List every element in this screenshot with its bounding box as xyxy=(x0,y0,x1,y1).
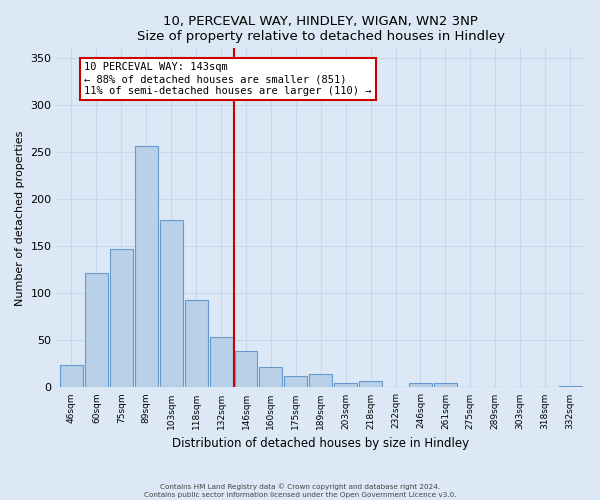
Text: 10 PERCEVAL WAY: 143sqm
← 88% of detached houses are smaller (851)
11% of semi-d: 10 PERCEVAL WAY: 143sqm ← 88% of detache… xyxy=(84,62,371,96)
X-axis label: Distribution of detached houses by size in Hindley: Distribution of detached houses by size … xyxy=(172,437,469,450)
Bar xyxy=(434,382,457,388)
Bar xyxy=(559,386,581,388)
Bar xyxy=(209,336,233,388)
Bar xyxy=(409,382,432,388)
Title: 10, PERCEVAL WAY, HINDLEY, WIGAN, WN2 3NP
Size of property relative to detached : 10, PERCEVAL WAY, HINDLEY, WIGAN, WN2 3N… xyxy=(137,15,505,43)
Bar xyxy=(160,220,182,388)
Bar xyxy=(60,365,83,388)
Y-axis label: Number of detached properties: Number of detached properties xyxy=(15,130,25,306)
Bar xyxy=(185,300,208,388)
Bar xyxy=(359,381,382,388)
Bar xyxy=(235,350,257,388)
Bar xyxy=(110,249,133,388)
Bar xyxy=(284,376,307,388)
Bar xyxy=(310,374,332,388)
Bar xyxy=(259,366,283,388)
Text: Contains HM Land Registry data © Crown copyright and database right 2024.
Contai: Contains HM Land Registry data © Crown c… xyxy=(144,484,456,498)
Bar xyxy=(334,382,357,388)
Bar xyxy=(85,274,108,388)
Bar xyxy=(135,146,158,388)
